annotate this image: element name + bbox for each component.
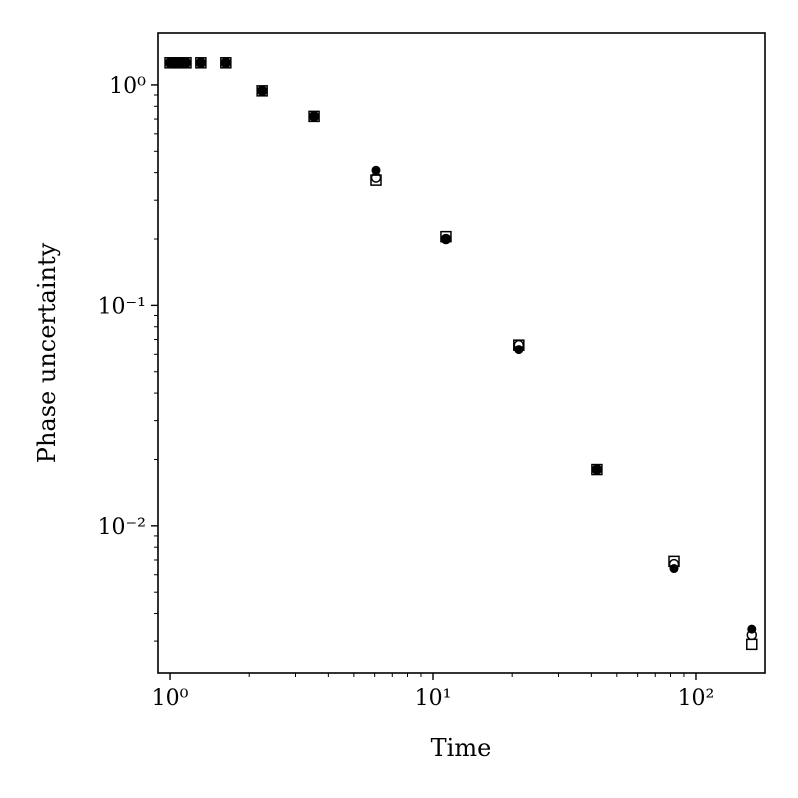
point — [440, 230, 452, 243]
point — [308, 110, 320, 123]
point — [371, 165, 381, 175]
point — [180, 57, 192, 69]
point — [668, 555, 680, 568]
point — [174, 57, 186, 69]
point — [221, 58, 231, 68]
point — [220, 57, 232, 69]
x-axis-label: Time — [431, 734, 492, 762]
y-tick-label: 10⁻² — [98, 515, 146, 540]
y-axis-label: Phase uncertainty — [33, 242, 61, 463]
point — [370, 174, 382, 186]
y-tick-label: 10⁰ — [109, 74, 146, 99]
point — [195, 57, 207, 69]
point — [257, 86, 267, 96]
x-tick-label: 10² — [678, 686, 715, 711]
point — [513, 339, 525, 351]
x-tick-label: 10¹ — [415, 686, 452, 711]
x-tick-label: 10⁰ — [152, 686, 189, 711]
point — [592, 465, 602, 475]
point — [196, 58, 206, 68]
point — [309, 111, 319, 121]
plot-frame — [157, 32, 766, 674]
point — [746, 638, 758, 651]
y-tick-label: 10⁻¹ — [98, 294, 146, 319]
point — [256, 85, 268, 97]
point — [591, 463, 603, 476]
